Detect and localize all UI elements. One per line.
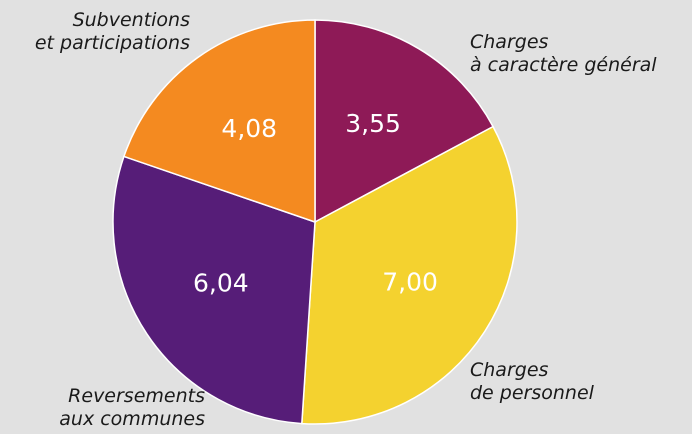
category-label: Reversements aux communes	[59, 385, 205, 430]
value-label: 6,04	[193, 269, 249, 298]
pie-slice	[112, 155, 316, 425]
pie-slice	[301, 125, 518, 425]
category-label: Charges de personnel	[470, 359, 595, 404]
category-label: Subventions et participations	[35, 9, 190, 54]
value-label: 7,00	[382, 267, 438, 296]
value-label: 4,08	[221, 114, 277, 143]
pie-slice	[314, 19, 495, 224]
value-label: 3,55	[345, 109, 401, 138]
category-label: Charges à caractère général	[470, 31, 657, 76]
pie-slice	[122, 19, 316, 224]
